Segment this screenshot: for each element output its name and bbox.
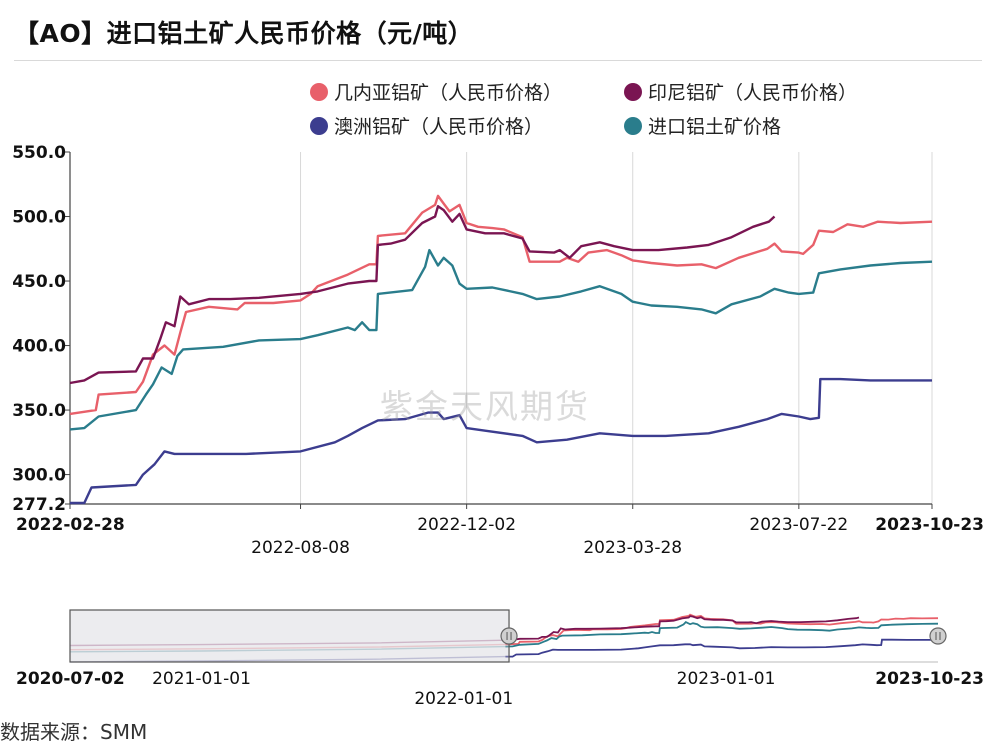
x-tick-label: 2023-10-23 [875, 515, 984, 535]
title-divider [14, 60, 982, 61]
legend-item-import[interactable]: 进口铝土矿价格 [624, 112, 781, 139]
navigator-label: 2023-01-01 [677, 669, 776, 689]
navigator-series-line-2 [505, 621, 939, 648]
legend: 几内亚铝矿（人民币价格） 印尼铝矿（人民币价格） 澳洲铝矿（人民币价格） 进口铝… [310, 74, 950, 144]
y-tick-label: 550.0 [12, 143, 66, 163]
legend-item-indonesia[interactable]: 印尼铝矿（人民币价格） [624, 78, 857, 105]
series-line-1[interactable] [69, 205, 776, 385]
legend-label: 澳洲铝矿（人民币价格） [334, 116, 544, 138]
navigator-selection[interactable] [69, 609, 510, 663]
navigator-series-line-3 [505, 638, 938, 658]
navigator-series-line-1 [505, 615, 860, 642]
navigator-left-handle[interactable] [500, 627, 518, 645]
navigator-history-line-2 [69, 645, 506, 653]
y-tick-label: 300.0 [12, 466, 66, 486]
series-line-3[interactable] [70, 377, 932, 505]
y-tick-label: 500.0 [12, 208, 66, 228]
legend-item-australia[interactable]: 澳洲铝矿（人民币价格） [310, 112, 543, 139]
navigator-right-handle[interactable] [929, 627, 947, 645]
navigator-label: 2022-01-01 [414, 689, 513, 709]
navigator-history-line-0 [69, 643, 506, 651]
x-tick-label: 2022-02-28 [16, 515, 125, 535]
x-tick-label: 2022-12-02 [417, 515, 516, 535]
x-tick-label: 2022-08-08 [251, 538, 350, 558]
navigator-label: 2023-10-23 [875, 669, 984, 689]
chart-title: 【AO】进口铝土矿人民币价格（元/吨） [14, 19, 474, 48]
watermark: 紫金天风期货 [380, 387, 590, 426]
series-line-0[interactable] [69, 194, 933, 416]
legend-item-guinea[interactable]: 几内亚铝矿（人民币价格） [310, 78, 562, 105]
y-tick-label: 450.0 [12, 272, 66, 292]
series-line-2[interactable] [69, 248, 933, 431]
legend-marker [624, 82, 642, 101]
legend-marker [624, 116, 642, 135]
y-tick-label: 277.2 [12, 495, 66, 515]
legend-marker [310, 82, 328, 101]
legend-label: 进口铝土矿价格 [648, 116, 782, 138]
legend-label: 印尼铝矿（人民币价格） [648, 82, 858, 104]
x-tick-label: 2023-03-28 [583, 538, 682, 558]
navigator-label: 2021-01-01 [152, 669, 251, 689]
legend-label: 几内亚铝矿（人民币价格） [334, 82, 563, 104]
navigator-history-line-1 [69, 639, 506, 647]
navigator-label: 2020-07-02 [16, 669, 125, 689]
y-tick-label: 350.0 [12, 401, 66, 421]
legend-marker [310, 116, 328, 135]
source-note: 数据来源：SMM [0, 720, 148, 744]
x-tick-label: 2023-07-22 [749, 515, 848, 535]
y-tick-label: 400.0 [12, 337, 66, 357]
